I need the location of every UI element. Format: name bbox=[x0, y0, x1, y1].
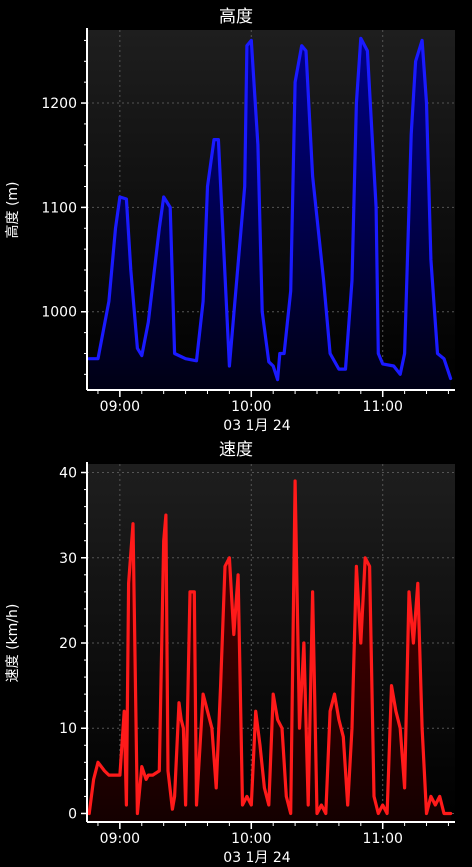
y-axis-label: 速度 (km/h) bbox=[5, 604, 21, 683]
x-axis-label: 03 1月 24 bbox=[223, 850, 291, 866]
y-tick-label: 1200 bbox=[41, 96, 77, 112]
series-area bbox=[89, 38, 451, 391]
chart-title: 高度 bbox=[219, 7, 253, 27]
y-tick-label: 1100 bbox=[41, 200, 77, 216]
y-axis-label: 高度 (m) bbox=[4, 181, 21, 238]
series-line bbox=[87, 479, 453, 816]
y-tick-label: 0 bbox=[68, 806, 77, 822]
x-tick-label: 09:00 bbox=[100, 399, 140, 415]
y-tick-label: 40 bbox=[59, 466, 77, 482]
series-line bbox=[87, 36, 453, 382]
y-tick-label: 20 bbox=[59, 636, 77, 652]
y-tick-label: 10 bbox=[59, 721, 77, 737]
altitude-chart: 高度 1000 1100 1200 09:00 10:00 11:00 03 1月 24 高度 … bbox=[4, 7, 455, 433]
x-tick-label: 10:00 bbox=[231, 399, 271, 415]
x-tick-label: 11:00 bbox=[363, 831, 403, 847]
speed-chart: 速度 0 10 20 30 40 09:00 10:00 11:00 03 1月 24 速度 (km… bbox=[5, 440, 455, 866]
chart-title: 速度 bbox=[219, 440, 253, 460]
x-tick-label: 09:00 bbox=[100, 831, 140, 847]
y-tick-label: 30 bbox=[59, 551, 77, 567]
x-axis-label: 03 1月 24 bbox=[223, 418, 291, 433]
series-area bbox=[89, 481, 451, 822]
y-tick-label: 1000 bbox=[41, 305, 77, 321]
plot-background bbox=[87, 30, 455, 390]
x-tick-label: 10:00 bbox=[231, 831, 271, 847]
x-tick-label: 11:00 bbox=[363, 399, 403, 415]
